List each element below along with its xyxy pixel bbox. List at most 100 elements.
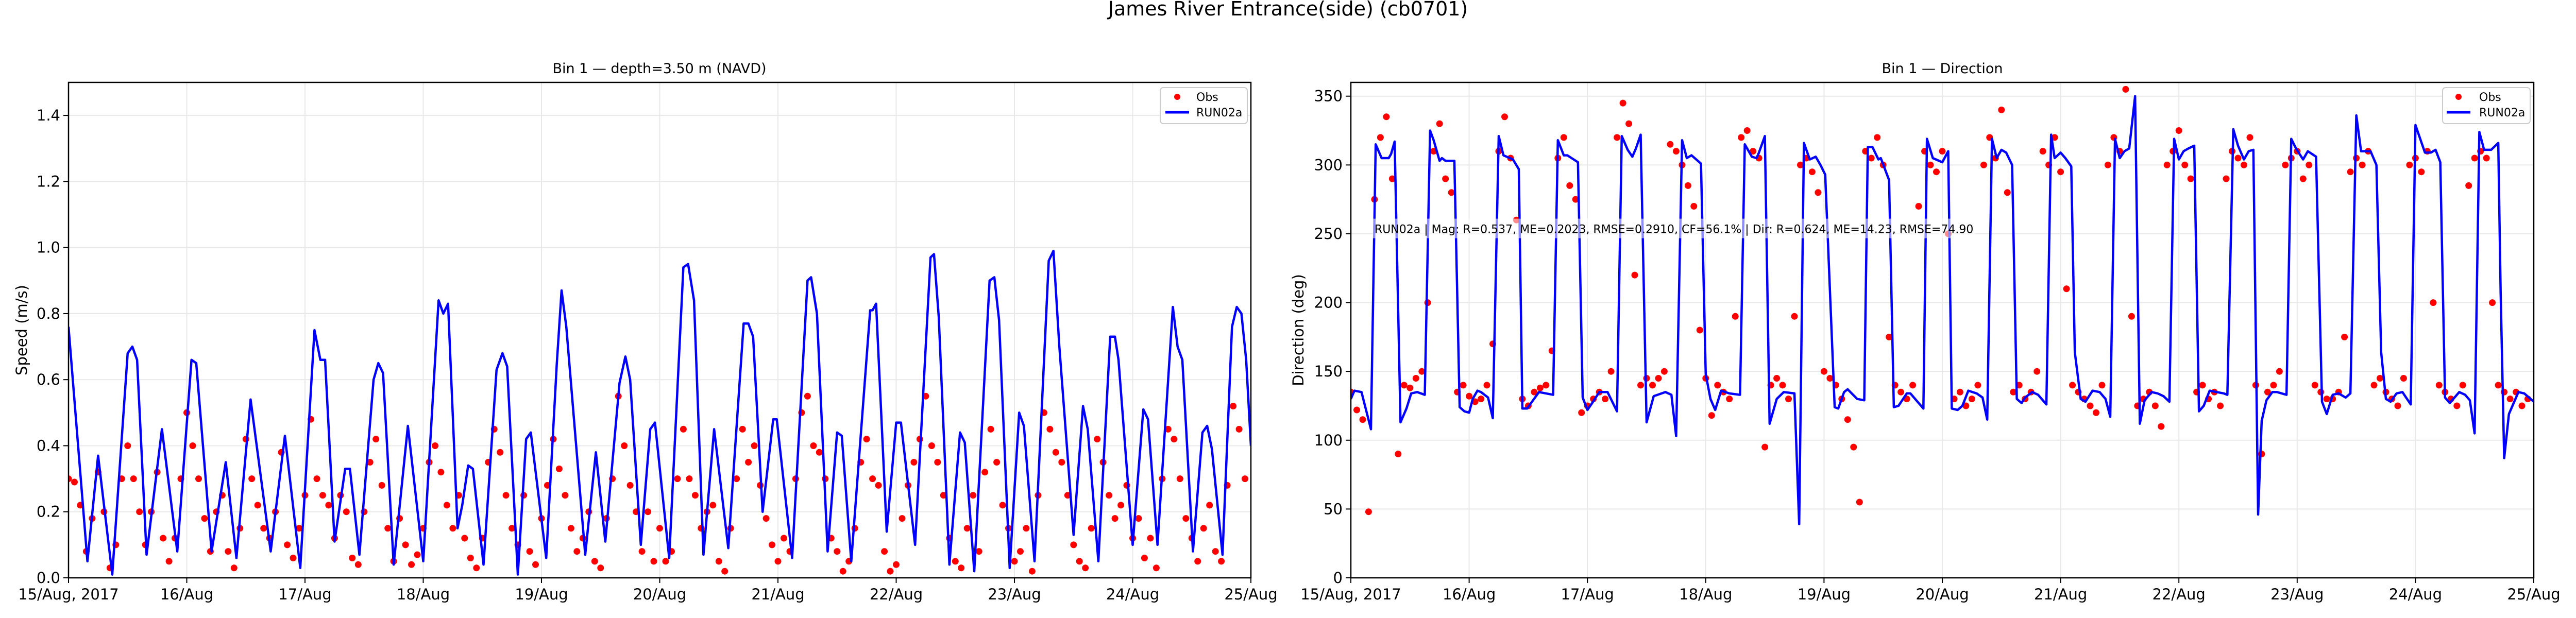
obs-point — [1194, 558, 1201, 565]
obs-point — [1631, 271, 1638, 279]
obs-point — [1750, 148, 1757, 155]
obs-point — [71, 478, 78, 486]
obs-point — [2465, 182, 2472, 189]
obs-point — [1395, 451, 1402, 457]
obs-point — [2033, 368, 2041, 375]
obs-point — [2187, 175, 2194, 182]
annotation-background — [1372, 218, 1976, 238]
obs-point — [1684, 182, 1691, 189]
y-tick-label: 150 — [1314, 363, 1343, 380]
obs-point — [2453, 402, 2461, 409]
obs-point — [1874, 134, 1881, 141]
x-tick-label: 16/Aug — [160, 586, 213, 603]
obs-point — [1566, 182, 1573, 189]
obs-point — [165, 558, 173, 565]
obs-point — [1761, 443, 1769, 451]
obs-point — [160, 535, 167, 542]
obs-point — [562, 492, 569, 499]
obs-point — [645, 508, 652, 516]
obs-point — [1147, 535, 1154, 542]
obs-point — [1176, 475, 1183, 483]
obs-point — [875, 482, 882, 489]
obs-point — [2158, 423, 2165, 430]
obs-point — [899, 515, 906, 522]
model-line — [1351, 95, 2534, 526]
stats-annotation: RUN02a | Mag: R=0.537, ME=0.2023, RMSE=0… — [1372, 218, 1976, 238]
obs-point — [1117, 502, 1125, 509]
obs-point — [940, 492, 947, 499]
obs-point — [1785, 396, 1792, 403]
obs-point — [443, 502, 450, 509]
speed-y-axis-label: Speed (m/s) — [13, 285, 30, 375]
x-tick-label: 17/Aug — [1561, 586, 1614, 603]
obs-point — [1927, 161, 1934, 168]
obs-point — [1536, 384, 1544, 391]
obs-point — [2241, 161, 2247, 168]
obs-point — [2270, 382, 2277, 389]
legend-model-label: RUN02a — [2479, 107, 2525, 119]
obs-point — [621, 442, 628, 449]
obs-point — [2347, 168, 2354, 176]
obs-point — [2394, 402, 2401, 409]
obs-point — [1531, 388, 1538, 396]
obs-point — [1773, 375, 1781, 382]
obs-point — [136, 508, 143, 516]
obs-point — [1383, 113, 1390, 121]
obs-point — [1726, 396, 1733, 403]
obs-point — [2377, 375, 2383, 382]
model-line — [69, 249, 1251, 576]
obs-point — [2098, 382, 2106, 389]
obs-point — [709, 502, 717, 509]
obs-point — [680, 425, 687, 433]
obs-point — [1483, 382, 1490, 389]
axes-frame — [67, 81, 1252, 579]
obs-point — [432, 442, 438, 449]
y-tick-label: 100 — [1314, 432, 1343, 449]
data-marks — [1351, 85, 2534, 526]
obs-point — [1625, 120, 1633, 127]
obs-point — [1501, 113, 1508, 121]
x-tick-label: 24/Aug — [1106, 586, 1159, 603]
obs-point — [1200, 525, 1207, 532]
obs-point — [626, 482, 634, 489]
obs-point — [225, 548, 232, 555]
obs-point — [1560, 134, 1567, 141]
obs-point — [69, 475, 72, 483]
obs-point — [774, 558, 782, 565]
obs-point — [981, 469, 989, 476]
speed-panel-title: Bin 1 — depth=3.50 m (NAVD) — [552, 61, 766, 77]
obs-point — [1791, 313, 1798, 320]
obs-point — [910, 459, 918, 466]
obs-point — [1933, 168, 1940, 176]
obs-point — [189, 442, 196, 449]
obs-point — [2217, 402, 2224, 409]
obs-point — [248, 475, 256, 483]
y-tick-label: 1.4 — [37, 107, 60, 124]
obs-point — [656, 525, 663, 532]
obs-point — [1808, 168, 1816, 176]
obs-point — [526, 548, 533, 555]
obs-point — [1826, 375, 1834, 382]
obs-point — [2489, 299, 2496, 306]
data-marks — [69, 249, 1251, 576]
obs-point — [319, 492, 326, 499]
obs-point — [987, 425, 994, 433]
obs-point — [1164, 425, 1172, 433]
obs-point — [2495, 382, 2502, 389]
x-tick-label: 24/Aug — [2389, 586, 2442, 603]
obs-point — [999, 502, 1006, 509]
obs-point — [1856, 499, 1863, 506]
obs-point — [2418, 168, 2425, 176]
obs-point — [1046, 425, 1054, 433]
obs-point — [1578, 409, 1585, 416]
legend-obs-label: Obs — [1196, 91, 1218, 104]
obs-point — [2341, 333, 2348, 340]
obs-point — [1667, 141, 1674, 148]
obs-point — [781, 535, 787, 542]
obs-point — [1619, 99, 1626, 107]
legend-box — [1160, 87, 1248, 124]
obs-point — [354, 561, 362, 568]
obs-point — [839, 568, 846, 575]
obs-point — [2471, 154, 2478, 162]
